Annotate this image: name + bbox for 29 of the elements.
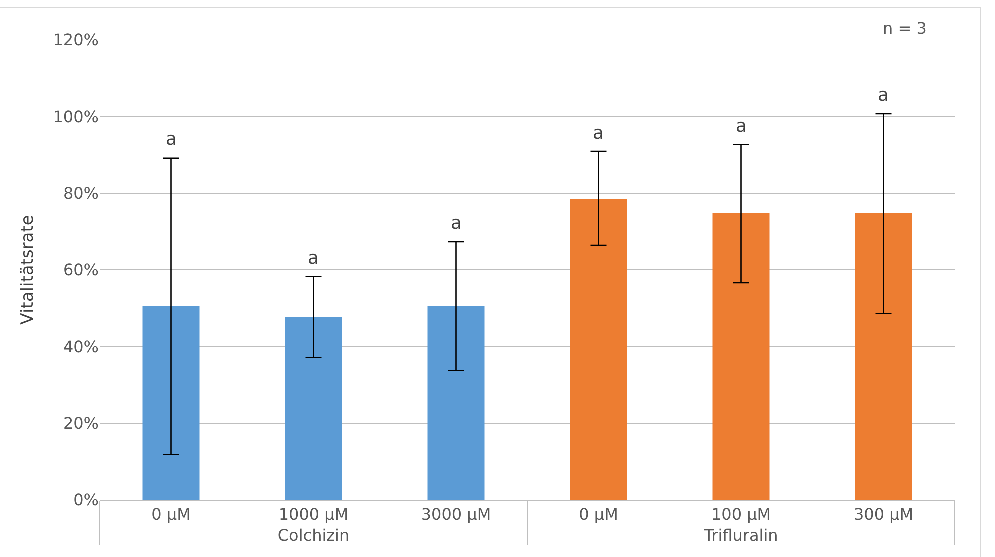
bar: [428, 306, 485, 500]
bar: [142, 306, 200, 500]
annotation: a: [308, 248, 320, 269]
text: n = 3: [883, 19, 927, 38]
bar: [855, 213, 912, 500]
annotation: a: [736, 116, 748, 137]
annotation: a: [878, 85, 890, 106]
bar: [712, 213, 770, 500]
series-label: Trifluralin: [703, 526, 778, 546]
annotation: a: [166, 129, 178, 150]
y-tick-label: 80%: [63, 184, 99, 203]
y-tick-label: 60%: [63, 260, 99, 280]
y-tick-label: 120%: [53, 30, 99, 50]
x-tick-label: 0 µM: [152, 505, 191, 524]
y-tick-label: 20%: [63, 414, 99, 433]
annotation: a: [593, 123, 604, 144]
y-tick-label: 0%: [74, 490, 99, 510]
x-tick-label: 3000 µM: [421, 505, 492, 524]
x-tick-label: 0 µM: [579, 505, 618, 524]
x-tick-label: 1000 µM: [278, 505, 349, 524]
x-tick-label: 100 µM: [711, 505, 772, 524]
bar: [285, 317, 342, 500]
series-label: Colchizin: [278, 526, 350, 546]
y-tick-label: 100%: [53, 107, 99, 126]
annotation: a: [451, 213, 462, 234]
y-axis-title: Vitalitätsrate: [18, 215, 38, 325]
bar: [570, 199, 628, 500]
x-tick-label: 300 µM: [854, 505, 914, 524]
y-tick-label: 40%: [63, 337, 99, 356]
